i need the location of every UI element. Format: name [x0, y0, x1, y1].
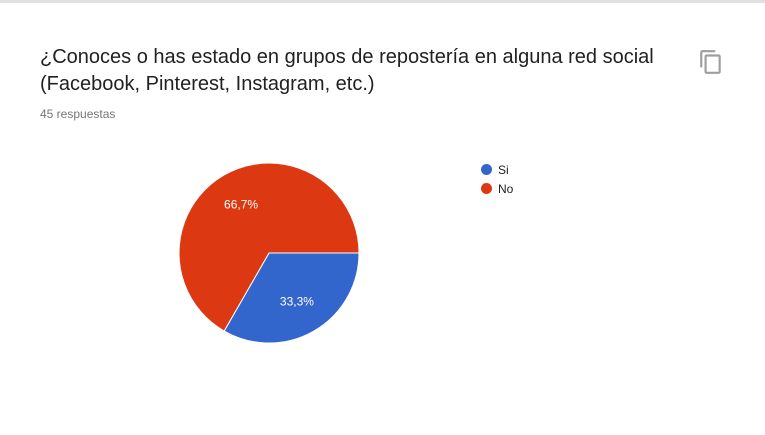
slice-label-si: 33,3%	[280, 294, 314, 308]
legend-item-no[interactable]: No	[481, 179, 513, 198]
legend-swatch	[481, 183, 492, 194]
response-count: 45 respuestas	[40, 107, 116, 121]
legend-label: Si	[498, 162, 509, 177]
slice-label-no: 66,7%	[224, 198, 258, 212]
legend-label: No	[498, 181, 514, 196]
top-divider	[0, 0, 765, 3]
question-card: ¿Conoces o has estado en grupos de repos…	[0, 3, 765, 435]
pie-slice-no[interactable]	[178, 162, 360, 332]
copy-icon	[700, 50, 721, 74]
legend-item-si[interactable]: Si	[481, 160, 513, 179]
chart-legend: Si No	[481, 160, 513, 198]
legend-swatch	[481, 164, 492, 175]
question-title: ¿Conoces o has estado en grupos de repos…	[40, 46, 654, 95]
copy-chart-button[interactable]	[698, 49, 724, 75]
pie-slice-si[interactable]	[223, 252, 360, 344]
